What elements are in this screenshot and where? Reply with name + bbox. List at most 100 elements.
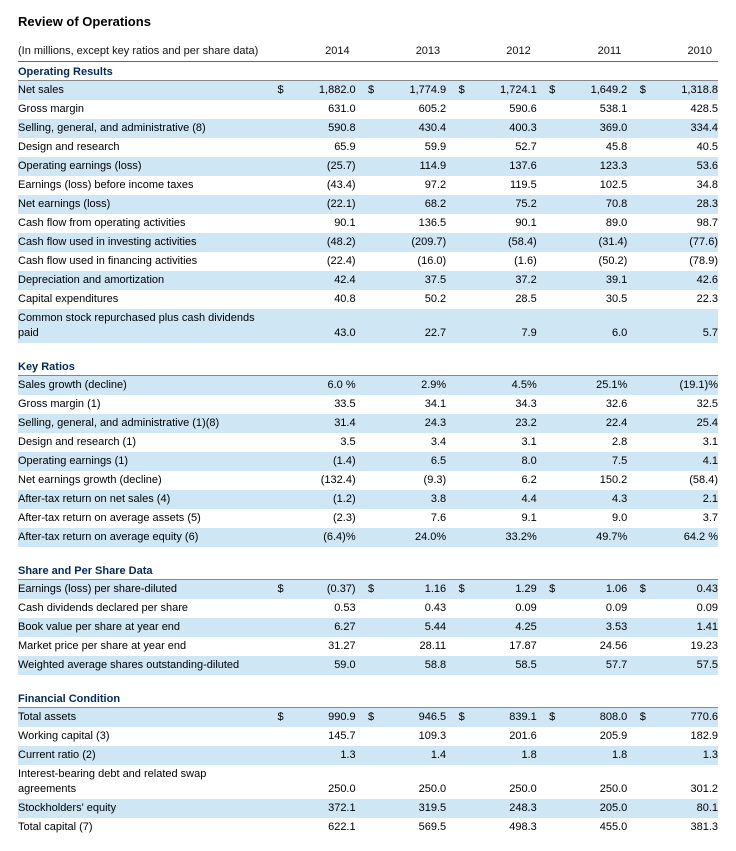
row-value: 1,318.8 (646, 81, 718, 101)
row-value: 3.1 (646, 433, 718, 452)
currency-symbol (537, 214, 556, 233)
currency-symbol (446, 252, 465, 271)
currency-symbol (356, 799, 375, 818)
currency-symbol (265, 100, 284, 119)
row-value: 37.2 (465, 271, 537, 290)
currency-symbol (446, 765, 465, 799)
currency-symbol (356, 414, 375, 433)
row-value: 301.2 (646, 765, 718, 799)
currency-symbol (627, 252, 646, 271)
row-value: 119.5 (465, 176, 537, 195)
row-value: 3.5 (284, 433, 356, 452)
currency-symbol (446, 452, 465, 471)
row-value: 8.0 (465, 452, 537, 471)
currency-symbol: $ (627, 81, 646, 101)
table-row: Capital expenditures40.850.228.530.522.3 (18, 290, 718, 309)
row-value: 428.5 (646, 100, 718, 119)
row-value: (50.2) (555, 252, 627, 271)
row-value: 3.7 (646, 509, 718, 528)
row-value: 1,774.9 (374, 81, 446, 101)
row-label: Selling, general, and administrative (8) (18, 119, 265, 138)
row-value: 1,724.1 (465, 81, 537, 101)
row-value: 369.0 (555, 119, 627, 138)
currency-symbol: $ (537, 580, 556, 600)
currency-symbol (446, 157, 465, 176)
currency-symbol (356, 452, 375, 471)
currency-symbol (265, 509, 284, 528)
currency-symbol (356, 252, 375, 271)
row-value: (0.37) (284, 580, 356, 600)
currency-symbol (356, 656, 375, 675)
currency-symbol (265, 637, 284, 656)
row-value: 43.0 (284, 309, 356, 343)
row-value: (58.4) (646, 471, 718, 490)
row-value: 1,649.2 (555, 81, 627, 101)
row-label: Gross margin (1) (18, 395, 265, 414)
row-label: Operating earnings (1) (18, 452, 265, 471)
currency-symbol: $ (265, 81, 284, 101)
row-value: 6.2 (465, 471, 537, 490)
currency-symbol (537, 746, 556, 765)
currency-symbol (446, 528, 465, 547)
row-value: (77.6) (646, 233, 718, 252)
currency-symbol (446, 414, 465, 433)
currency-symbol: $ (356, 580, 375, 600)
row-label: Net sales (18, 81, 265, 101)
row-label: Gross margin (18, 100, 265, 119)
row-value: 2.9% (374, 376, 446, 396)
currency-symbol (446, 309, 465, 343)
row-label: Total capital (7) (18, 818, 265, 837)
table-row: Design and research65.959.952.745.840.5 (18, 138, 718, 157)
currency-symbol (356, 637, 375, 656)
currency-symbol (446, 490, 465, 509)
row-value: 250.0 (555, 765, 627, 799)
row-value: 150.2 (555, 471, 627, 490)
row-value: 808.0 (555, 708, 627, 728)
currency-symbol (265, 195, 284, 214)
row-value: 1.29 (465, 580, 537, 600)
row-value: 58.5 (465, 656, 537, 675)
row-value: 590.6 (465, 100, 537, 119)
currency-symbol (265, 528, 284, 547)
row-value: 4.3 (555, 490, 627, 509)
row-value: 4.4 (465, 490, 537, 509)
section-spacer (18, 343, 718, 357)
currency-symbol (446, 233, 465, 252)
row-value: 109.3 (374, 727, 446, 746)
currency-symbol (627, 376, 646, 396)
currency-symbol (537, 395, 556, 414)
row-value: 0.09 (646, 599, 718, 618)
currency-symbol (356, 138, 375, 157)
currency-symbol (265, 271, 284, 290)
row-value: 7.9 (465, 309, 537, 343)
row-value: 5.7 (646, 309, 718, 343)
subhead-label: (In millions, except key ratios and per … (18, 43, 265, 62)
row-value: 37.5 (374, 271, 446, 290)
row-value: 5.44 (374, 618, 446, 637)
currency-symbol (446, 100, 465, 119)
row-value: (19.1)% (646, 376, 718, 396)
column-header-spacer (265, 43, 284, 62)
currency-symbol (446, 176, 465, 195)
table-row: Interest-bearing debt and related swap a… (18, 765, 718, 799)
row-value: 3.4 (374, 433, 446, 452)
currency-symbol (627, 765, 646, 799)
row-value: 2.1 (646, 490, 718, 509)
row-value: 145.7 (284, 727, 356, 746)
row-value: 123.3 (555, 157, 627, 176)
row-value: 39.1 (555, 271, 627, 290)
currency-symbol (356, 765, 375, 799)
column-header-year: 2014 (284, 43, 356, 62)
currency-symbol (356, 290, 375, 309)
column-header-year: 2010 (646, 43, 718, 62)
row-value: 58.8 (374, 656, 446, 675)
currency-symbol (537, 433, 556, 452)
currency-symbol (446, 637, 465, 656)
row-value: 605.2 (374, 100, 446, 119)
currency-symbol (446, 195, 465, 214)
currency-symbol (265, 765, 284, 799)
row-label: Book value per share at year end (18, 618, 265, 637)
currency-symbol (627, 471, 646, 490)
row-value: 102.5 (555, 176, 627, 195)
row-value: 53.6 (646, 157, 718, 176)
